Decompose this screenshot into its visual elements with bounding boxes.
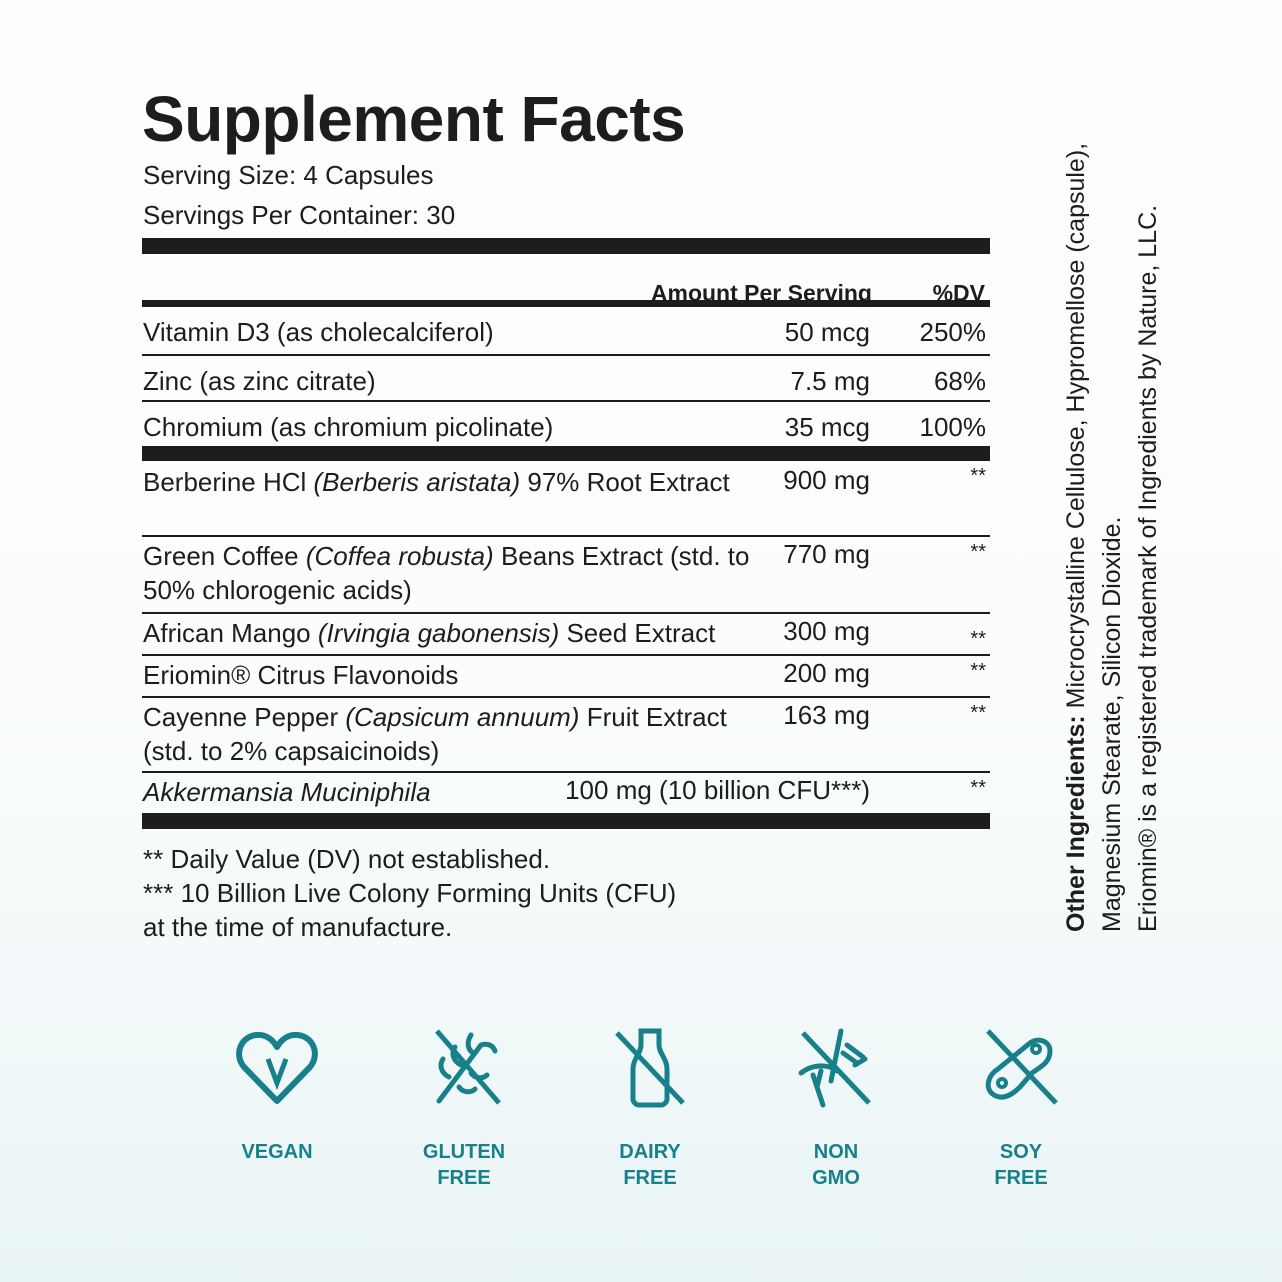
table-row: Green Coffee (Coffea robusta) Beans Extr… xyxy=(142,537,990,614)
dairy-free-icon xyxy=(615,1028,685,1108)
ingredient-name: Akkermansia Muciniphila xyxy=(143,777,431,807)
footnote: at the time of manufacture. xyxy=(143,912,453,942)
badge-label: SOY xyxy=(999,1141,1043,1163)
amount-header: Amount Per Serving xyxy=(650,280,872,306)
nutrient-name: Zinc (as zinc citrate) xyxy=(143,366,376,396)
soy-free-icon xyxy=(985,1029,1058,1105)
amount: 50 mcg xyxy=(784,317,870,347)
serving-size: Serving Size: 4 Capsules xyxy=(143,160,434,190)
other-ingredients-label: Other Ingredients: xyxy=(1062,715,1090,932)
badge-soy: SOY FREE xyxy=(941,1025,1101,1191)
amount: 200 mg xyxy=(783,658,870,688)
nutrient-name: Vitamin D3 (as cholecalciferol) xyxy=(143,317,494,347)
daily-value: ** xyxy=(970,660,986,682)
amount: 100 mg (10 billion CFU***) xyxy=(565,775,870,805)
amount: 35 mcg xyxy=(784,412,870,442)
page-title: Supplement Facts xyxy=(142,83,686,155)
badge-label: GLUTEN xyxy=(422,1141,506,1163)
nutrient-name: Chromium (as chromium picolinate) xyxy=(143,412,554,442)
servings-per-container: Servings Per Container: 30 xyxy=(143,200,456,230)
ingredient-name: African Mango (Irvingia gabonensis) Seed… xyxy=(143,618,716,648)
badge-vegan: VEGAN xyxy=(197,1025,357,1165)
badge-label: NON xyxy=(813,1141,859,1163)
footnote: *** 10 Billion Live Colony Forming Units… xyxy=(143,878,677,908)
vegan-heart-icon xyxy=(236,1031,318,1104)
badge-label: FREE xyxy=(994,1167,1048,1189)
badge-label: FREE xyxy=(623,1167,677,1189)
ingredient-name: Green Coffee (Coffea robusta) Beans Extr… xyxy=(143,541,750,605)
daily-value: 68% xyxy=(933,366,986,396)
badge-label: FREE xyxy=(437,1167,491,1189)
other-ingredients-panel: Other Ingredients: Microcrystalline Cell… xyxy=(1058,62,1168,932)
divider xyxy=(142,813,990,829)
table-row: Chromium (as chromium picolinate) 35 mcg 1… xyxy=(142,402,990,448)
table-row: African Mango (Irvingia gabonensis) Seed… xyxy=(142,614,990,656)
amount: 163 mg xyxy=(783,700,870,730)
daily-value: ** xyxy=(970,777,986,799)
badge-label: DAIRY xyxy=(619,1141,681,1163)
table-row: Cayenne Pepper (Capsicum annuum) Fruit E… xyxy=(142,698,990,773)
ingredient-name: Berberine HCl (Berberis aristata) 97% Ro… xyxy=(143,467,730,497)
badge-dairy: DAIRY FREE xyxy=(570,1025,730,1191)
daily-value: 100% xyxy=(919,412,987,442)
table-row: Zinc (as zinc citrate) 7.5 mg 68% xyxy=(142,356,990,402)
badge-non: NON GMO xyxy=(756,1025,916,1191)
table-row: Vitamin D3 (as cholecalciferol) 50 mcg 250… xyxy=(142,307,990,356)
table-row: Eriomin® Citrus Flavonoids 200 mg ** xyxy=(142,656,990,698)
daily-value: ** xyxy=(970,465,986,487)
dv-header: %DV xyxy=(932,280,985,306)
daily-value: ** xyxy=(970,628,986,650)
facts-table: Amount Per Serving %DV Vitamin D3 (as ch… xyxy=(142,238,990,829)
daily-value: ** xyxy=(970,541,986,563)
amount: 7.5 mg xyxy=(790,366,871,396)
amount: 770 mg xyxy=(783,539,870,569)
footnote: ** Daily Value (DV) not established. xyxy=(143,844,551,874)
footnotes: ** Daily Value (DV) not established. ***… xyxy=(143,842,676,944)
ingredient-name: Eriomin® Citrus Flavonoids xyxy=(143,660,459,690)
daily-value: 250% xyxy=(919,317,987,347)
table-row: Berberine HCl (Berberis aristata) 97% Ro… xyxy=(142,461,990,537)
badge-gluten: GLUTEN FREE xyxy=(384,1025,544,1191)
ingredient-name: Cayenne Pepper (Capsicum annuum) Fruit E… xyxy=(143,702,727,766)
divider xyxy=(142,300,990,307)
table-header: Amount Per Serving %DV xyxy=(142,254,990,306)
amount: 900 mg xyxy=(783,465,870,495)
amount: 300 mg xyxy=(783,616,870,646)
trademark-note: Eriomin® is a registered trademark of In… xyxy=(1134,204,1162,932)
divider xyxy=(142,446,990,461)
gluten-free-icon xyxy=(435,1029,501,1105)
table-row: Akkermansia Muciniphila 100 mg (10 billio… xyxy=(142,773,990,813)
non-gmo-icon xyxy=(798,1028,871,1108)
daily-value: ** xyxy=(970,702,986,724)
badge-label: GMO xyxy=(812,1167,860,1189)
badge-label: VEGAN xyxy=(241,1141,313,1163)
divider xyxy=(142,238,990,254)
